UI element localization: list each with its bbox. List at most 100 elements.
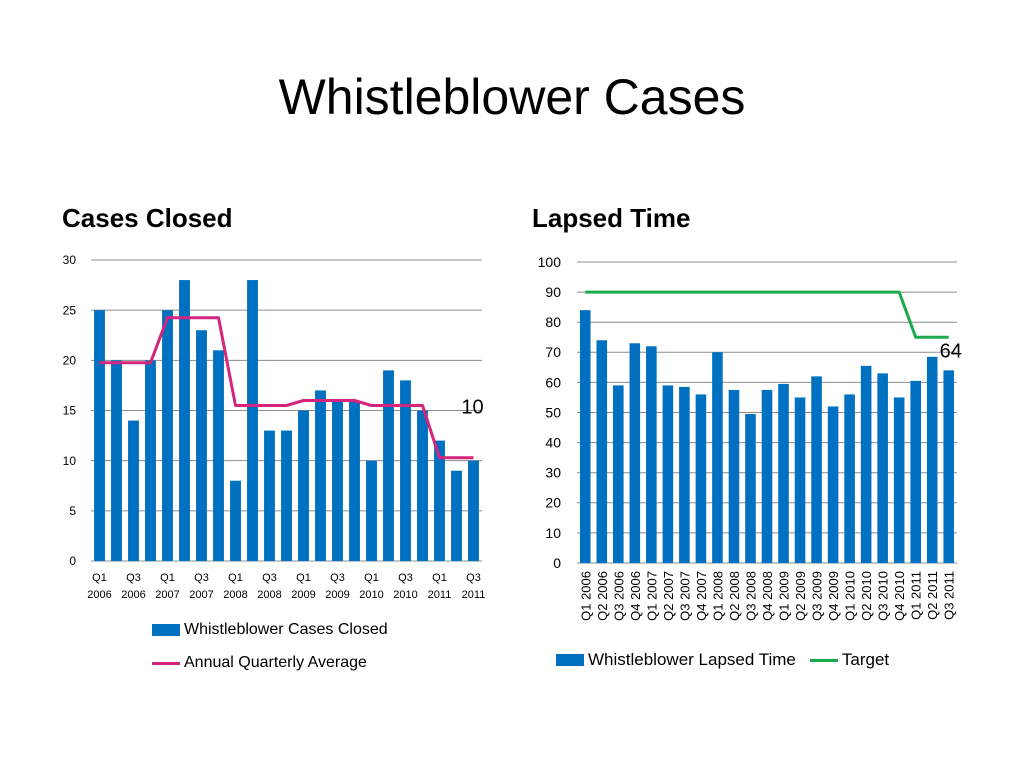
y-tick-label: 30 bbox=[63, 253, 77, 267]
y-tick-label: 10 bbox=[545, 525, 561, 541]
bar bbox=[926, 356, 938, 563]
bar bbox=[451, 470, 462, 561]
y-tick-label: 20 bbox=[63, 354, 77, 368]
y-tick-label: 100 bbox=[538, 254, 562, 270]
x-tick-label: Q3 bbox=[194, 572, 209, 584]
bar bbox=[811, 376, 822, 563]
x-tick-label: Q1 2011 bbox=[909, 571, 924, 620]
slide-title: Whistleblower Cases bbox=[278, 69, 746, 125]
x-tick-label: Q3 bbox=[262, 572, 277, 584]
x-tick-label: Q1 bbox=[92, 572, 107, 584]
x-tick-label: Q3 2006 bbox=[611, 571, 626, 621]
bar bbox=[230, 480, 241, 561]
bar bbox=[579, 310, 591, 563]
x-tick-label: Q3 2009 bbox=[810, 571, 825, 621]
legend-target-label: Target bbox=[841, 650, 890, 669]
x-tick-label: 2009 bbox=[325, 589, 349, 601]
bar bbox=[298, 410, 309, 561]
bar bbox=[877, 373, 888, 563]
bar bbox=[315, 390, 326, 561]
x-tick-label: 2006 bbox=[87, 589, 111, 601]
x-tick-label: 2008 bbox=[223, 589, 247, 601]
bar bbox=[728, 389, 740, 563]
bar bbox=[111, 360, 122, 561]
y-tick-label: 30 bbox=[545, 465, 561, 481]
y-tick-label: 5 bbox=[69, 504, 76, 518]
x-tick-label: Q2 2009 bbox=[793, 571, 808, 621]
bar bbox=[400, 380, 411, 561]
x-tick-label: Q3 2010 bbox=[876, 571, 891, 621]
bar bbox=[695, 394, 707, 563]
bar bbox=[349, 400, 360, 561]
bar bbox=[281, 430, 292, 561]
y-tick-label: 15 bbox=[63, 404, 77, 418]
legend-cases-closed-label: Whistleblower Cases Closed bbox=[184, 621, 388, 638]
x-tick-label: 2006 bbox=[121, 589, 145, 601]
cases-closed-subtitle: Cases Closed bbox=[62, 203, 233, 233]
y-tick-label: 50 bbox=[545, 404, 561, 420]
bar bbox=[745, 414, 756, 563]
x-tick-label: Q3 bbox=[126, 572, 141, 584]
series-line bbox=[585, 290, 949, 339]
x-tick-label: Q2 2006 bbox=[595, 571, 610, 621]
x-tick-label: 2008 bbox=[257, 589, 281, 601]
x-tick-label: Q3 bbox=[330, 572, 345, 584]
legend-bar-swatch bbox=[556, 654, 584, 666]
y-tick-label: 20 bbox=[545, 495, 561, 511]
y-tick-label: 60 bbox=[545, 374, 561, 390]
x-tick-label: Q3 2011 bbox=[942, 571, 957, 620]
x-tick-label: Q1 bbox=[228, 572, 243, 584]
x-tick-label: 2007 bbox=[155, 589, 179, 601]
series-line bbox=[99, 316, 474, 460]
x-tick-label: 2011 bbox=[428, 589, 452, 601]
x-tick-label: 2010 bbox=[393, 589, 417, 601]
legend-bar-swatch bbox=[152, 624, 180, 636]
cases-closed-chart: 0 5 10 15 20 25 30 10 Q1 2006 Q3 2006 Q1 2007 Q3 2007 Q1… bbox=[63, 253, 486, 601]
bar bbox=[196, 330, 207, 561]
bar bbox=[247, 280, 258, 561]
legend-line-swatch bbox=[152, 661, 180, 665]
y-tick-label: 0 bbox=[553, 555, 561, 571]
legend-annual-average-label: Annual Quarterly Average bbox=[184, 654, 367, 671]
bar bbox=[383, 370, 394, 561]
bar bbox=[712, 352, 723, 563]
x-tick-label: Q1 bbox=[364, 572, 379, 584]
y-tick-label: 80 bbox=[545, 314, 561, 330]
x-tick-label: 2007 bbox=[189, 589, 213, 601]
bar bbox=[145, 360, 156, 561]
legend-line-swatch bbox=[809, 658, 838, 662]
bar bbox=[264, 430, 275, 561]
x-tick-label: Q3 2007 bbox=[677, 571, 692, 621]
data-label: 64 bbox=[940, 341, 962, 363]
bar bbox=[417, 410, 428, 561]
x-tick-label: Q1 bbox=[432, 572, 447, 584]
x-tick-label: Q1 2009 bbox=[777, 571, 792, 621]
x-tick-label: Q2 2011 bbox=[925, 571, 940, 620]
bar bbox=[662, 385, 674, 563]
x-tick-label: Q1 2006 bbox=[578, 571, 593, 621]
bar bbox=[629, 343, 641, 563]
x-tick-label: Q2 2007 bbox=[661, 571, 676, 621]
bar bbox=[827, 406, 839, 563]
bar bbox=[943, 370, 955, 563]
bar bbox=[179, 280, 190, 561]
y-tick-label: 90 bbox=[545, 284, 561, 300]
x-tick-label: Q1 bbox=[160, 572, 175, 584]
x-tick-label: Q3 2008 bbox=[744, 571, 759, 621]
bar bbox=[162, 310, 173, 561]
x-tick-label: Q4 2008 bbox=[760, 571, 775, 621]
bar bbox=[128, 420, 139, 561]
x-tick-label: 2009 bbox=[291, 589, 315, 601]
x-tick-label: Q4 2007 bbox=[694, 571, 709, 621]
x-tick-label: Q4 2010 bbox=[892, 571, 907, 621]
x-tick-label: 2010 bbox=[359, 589, 383, 601]
bar bbox=[679, 386, 690, 563]
x-tick-label: Q3 bbox=[466, 572, 481, 584]
x-tick-label: Q2 2008 bbox=[727, 571, 742, 621]
legend-cases-closed: Whistleblower Cases Closed bbox=[152, 620, 388, 640]
y-tick-label: 40 bbox=[545, 435, 561, 451]
x-tick-label: Q4 2009 bbox=[826, 571, 841, 621]
bar bbox=[844, 394, 855, 563]
legend-annual-average: Annual Quarterly Average bbox=[152, 653, 367, 673]
